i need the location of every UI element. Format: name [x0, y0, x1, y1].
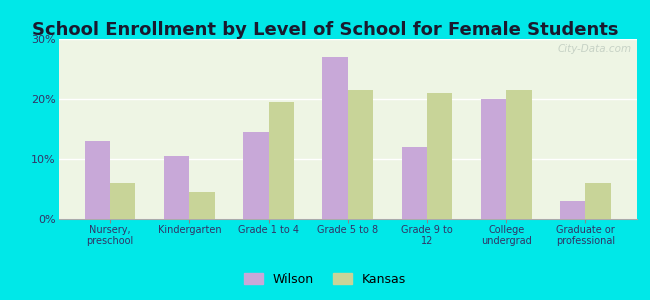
Bar	[481, 99, 506, 219]
Bar	[268, 102, 294, 219]
Bar	[84, 141, 110, 219]
Bar	[110, 183, 135, 219]
Bar	[189, 192, 214, 219]
Bar	[322, 57, 348, 219]
Bar	[586, 183, 611, 219]
Bar	[427, 93, 452, 219]
Text: School Enrollment by Level of School for Female Students: School Enrollment by Level of School for…	[32, 21, 618, 39]
Bar	[560, 201, 586, 219]
Bar	[164, 156, 189, 219]
Bar	[243, 132, 268, 219]
Text: City-Data.com: City-Data.com	[557, 44, 631, 54]
Legend: Wilson, Kansas: Wilson, Kansas	[239, 268, 411, 291]
Bar	[506, 90, 532, 219]
Bar	[402, 147, 427, 219]
Bar	[348, 90, 373, 219]
